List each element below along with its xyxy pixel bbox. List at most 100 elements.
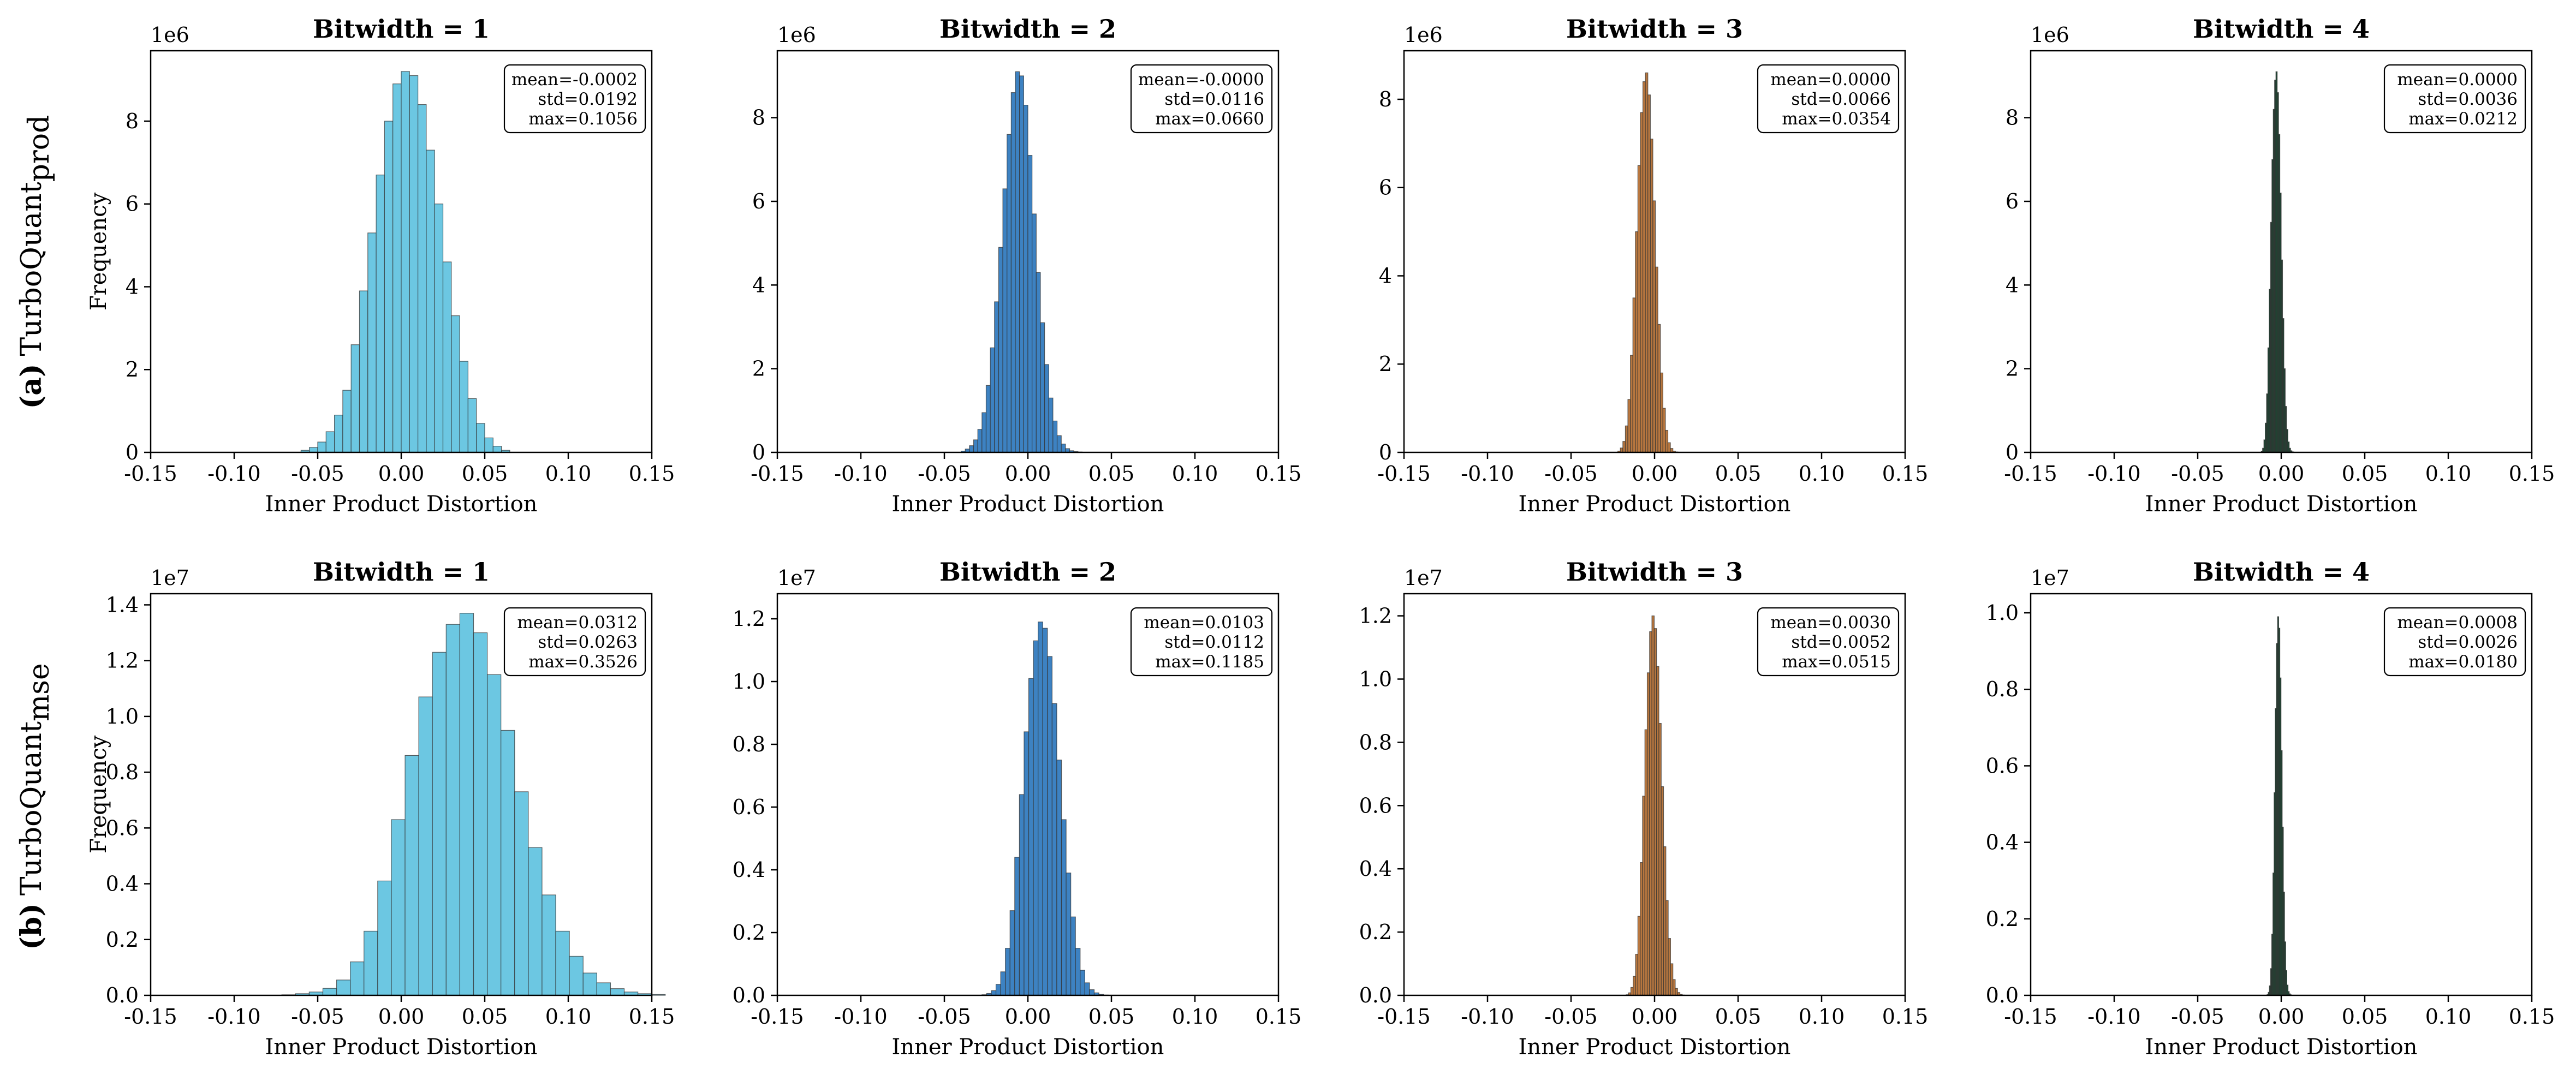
x-tick-label: 0.15 [1882,462,1929,486]
y-tick-label: 0.6 [733,795,765,819]
row-label-b: (b) TurboQuantmse [15,663,56,950]
y-tick-label: 0.0 [1359,983,1392,1007]
y-offset-multiplier: 1e7 [2031,566,2069,590]
histogram-panel: -0.15 -0.10 -0.05 0.00 0.05 0.10 0.15 0 2 4 6 8 1e6 B… [2004,14,2555,517]
x-tick-label: 0.00 [1005,1005,1051,1029]
histogram-bar [1675,988,1678,996]
y-tick-label: 0 [752,440,765,464]
x-tick-label: 0.15 [1882,1005,1929,1029]
histogram-bar [1668,938,1671,996]
y-axis-label: Frequency [86,192,111,310]
y-tick-label: 0.8 [1986,677,2019,701]
histogram-bar [610,988,625,996]
row-label-a-subscript: prod [23,115,56,182]
panel-title: Bitwidth = 4 [2193,557,2370,587]
histogram-bar [990,347,995,453]
y-tick-label: 8 [752,106,765,130]
histogram-bar [451,315,460,453]
x-tick-label: 0.00 [1632,462,1678,486]
histogram-bar [1650,139,1653,453]
histogram-bar [1048,397,1054,453]
y-tick-label: 0.6 [1359,793,1392,817]
row-label-b-tag: (b) [15,903,48,950]
histogram-bar [1066,873,1072,996]
histogram-bar [459,361,468,453]
histogram-bars [981,622,1109,996]
y-tick-label: 1.0 [733,670,765,694]
x-tick-label: -0.10 [1461,462,1514,486]
stats-line: max=0.3526 [528,652,638,672]
y-tick-label: 1.4 [106,593,139,617]
histogram-bar [364,930,378,996]
histogram-bar [325,431,335,453]
histogram-bar [1627,399,1631,453]
stats-box [503,607,646,677]
histogram-bar [392,83,402,453]
histogram-bar [1028,678,1034,996]
histogram-bar [1024,731,1030,996]
histogram-bars [1617,72,1693,453]
histogram-panel: -0.15 -0.10 -0.05 0.00 0.05 0.10 0.15 0 2 4 6 8 1e6 B… [1377,14,1928,517]
histogram-bar [486,674,502,996]
x-tick-label: -0.15 [2004,462,2057,486]
stats-line: mean=0.0030 [1770,613,1891,632]
histogram-bar [569,955,584,996]
stats-line: std=0.0112 [1164,632,1264,652]
histogram-bar [995,984,1001,996]
x-tick-label: 0.00 [378,1005,425,1029]
histogram-bar [484,437,493,453]
histogram-bar [359,290,368,453]
y-offset-multiplier: 1e6 [2031,23,2069,47]
stats-line: std=0.0026 [2418,632,2518,652]
histogram-bar [1640,112,1644,453]
histogram-bar [342,390,352,453]
histogram-bar [1642,81,1646,453]
histogram-bar [1084,982,1090,996]
histogram-bar [1646,672,1650,996]
histogram-bar [514,791,529,996]
x-axis-label: Inner Product Distortion [265,1035,538,1060]
histogram-bar [582,972,597,996]
histogram-bar [1061,819,1067,996]
histogram-bar [1027,155,1033,453]
histogram-bar [1630,355,1633,453]
histogram-bar [1644,729,1648,996]
x-tick-label: 0.15 [2509,462,2555,486]
x-tick-label: 0.05 [462,462,508,486]
stats-line: mean=0.0008 [2397,613,2518,632]
y-tick-label: 0 [126,440,139,464]
x-tick-label: -0.15 [1377,462,1430,486]
stats-line: max=0.0180 [2408,652,2518,672]
stats-line: max=0.0515 [1782,652,1891,672]
stats-line: max=0.1185 [1155,652,1264,672]
y-tick-label: 0.6 [106,816,139,840]
x-tick-label: 0.05 [2342,462,2388,486]
histogram-bar [1652,200,1656,453]
y-tick-label: 0.2 [733,921,765,945]
x-tick-label: 0.05 [2342,1005,2388,1029]
histogram-bar [1651,615,1655,996]
histogram-bar [981,412,987,453]
y-offset-multiplier: 1e7 [777,566,816,590]
histogram-bar [1637,165,1641,453]
row-label-b-name: TurboQuant [15,721,48,895]
histogram-bar [417,104,427,453]
stats-line: std=0.0066 [1791,89,1891,109]
histogram-bar [1630,987,1634,996]
histogram-bar [1047,656,1052,996]
histogram-bar [501,730,515,996]
histogram-bar [1032,213,1037,453]
x-tick-label: 0.10 [1799,1005,1845,1029]
histogram-panel: -0.15 -0.10 -0.05 0.00 0.05 0.10 0.15 0.0 0.2 0.4… [733,557,1302,1060]
histogram-bar [1010,92,1016,453]
histogram-bar [1665,900,1669,996]
y-tick-label: 2 [2006,357,2019,381]
y-tick-label: 0.0 [1986,983,2019,1007]
histogram-bar [1625,425,1628,453]
histogram-bar [1660,372,1663,453]
y-axis-label: Frequency [86,735,111,853]
histogram-bar [1036,272,1041,453]
stats-box [1130,607,1273,677]
histogram-bar [322,988,337,996]
y-tick-label: 4 [1379,264,1392,288]
